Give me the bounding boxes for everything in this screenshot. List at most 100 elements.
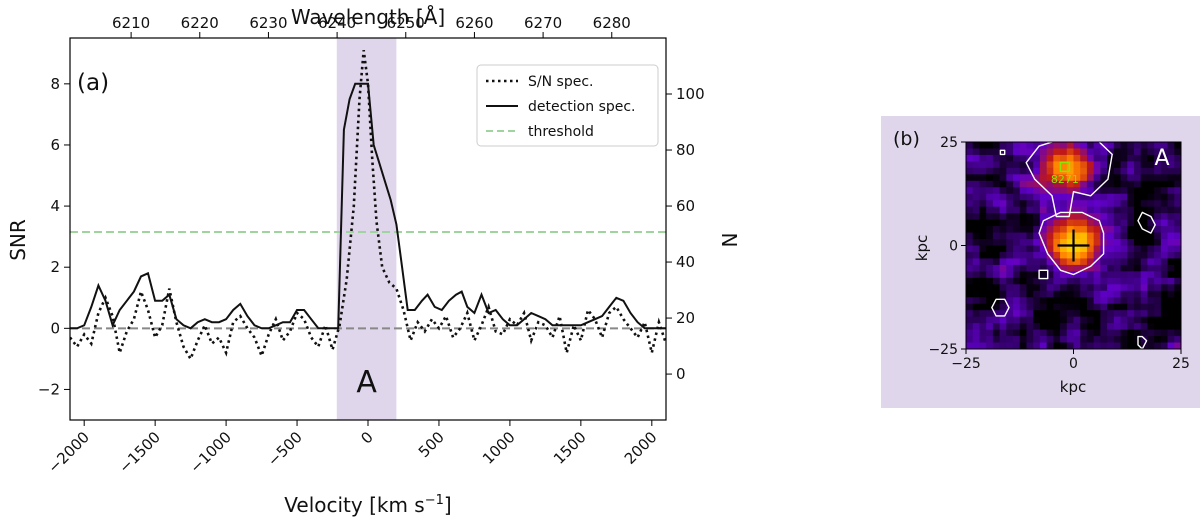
heatmap-cell	[1060, 316, 1068, 324]
heatmap-cell	[966, 258, 974, 266]
heatmap-cell	[1053, 161, 1061, 169]
heatmap-cell	[1147, 193, 1155, 201]
heatmap-cell	[979, 232, 987, 240]
heatmap-cell	[1093, 264, 1101, 272]
heatmap-cell	[979, 239, 987, 247]
heatmap-cell	[1033, 251, 1041, 260]
heatmap-cell	[1140, 271, 1149, 279]
heatmap-cell	[1113, 316, 1122, 324]
contour-line	[1137, 211, 1156, 234]
heatmap-cell	[1167, 329, 1175, 337]
shaded-region-label: A	[356, 365, 377, 400]
heatmap-cell	[972, 303, 981, 311]
heatmap-cell	[1053, 251, 1061, 260]
heatmap-cell	[966, 303, 974, 311]
heatmap-cell	[1080, 187, 1088, 195]
heatmap-cell	[979, 148, 987, 156]
heatmap-cell	[1127, 193, 1135, 201]
heatmap-cell	[1113, 297, 1122, 305]
heatmap-cell	[1160, 316, 1169, 324]
heatmap-cell	[972, 251, 981, 260]
heatmap-cell	[972, 180, 981, 188]
heatmap-cell	[1019, 329, 1028, 337]
heatmap-cell	[1174, 167, 1181, 175]
heatmap-cell	[1113, 323, 1122, 331]
heatmap-cell	[1073, 232, 1081, 240]
x-tick-label: 1000	[479, 428, 519, 468]
heatmap-cell	[1113, 187, 1122, 195]
top-tick-label: 6280	[593, 14, 631, 32]
heatmap-cell	[1093, 329, 1101, 337]
heatmap-cell	[1140, 200, 1149, 208]
heatmap-cell	[1080, 329, 1088, 337]
heatmap-cell	[1093, 167, 1101, 175]
heatmap-cell	[1167, 316, 1175, 324]
heatmap-cell	[1066, 154, 1075, 163]
heatmap-cell	[1107, 226, 1115, 234]
heatmap-cell	[1120, 174, 1128, 182]
heatmap-cell	[1026, 219, 1034, 227]
heatmap-cell	[1107, 239, 1115, 247]
heatmap-cell	[1167, 323, 1175, 331]
heatmap-cell	[1053, 316, 1061, 324]
heatmap-cell	[1093, 277, 1101, 285]
heatmap-cell	[1120, 193, 1128, 201]
heatmap-cell	[1066, 161, 1075, 169]
heatmap-cell	[1080, 323, 1088, 331]
heatmap-cell	[1167, 245, 1175, 253]
heatmap-cell	[1039, 187, 1048, 195]
heatmap-cell	[1006, 187, 1014, 195]
heatmap-cell	[999, 154, 1007, 163]
heatmap-cell	[1086, 297, 1095, 305]
heatmap-cell	[1013, 154, 1021, 163]
heatmap-cell	[1107, 297, 1115, 305]
heatmap-cell	[979, 161, 987, 169]
heatmap-cell	[972, 342, 981, 349]
heatmap-cell	[1154, 148, 1162, 156]
heatmap-cell	[1133, 148, 1142, 156]
heatmap-cell	[1120, 148, 1128, 156]
heatmap-cell	[1100, 180, 1108, 188]
heatmap-cell	[1013, 329, 1021, 337]
heatmap-cell	[986, 187, 994, 195]
heatmap-cell	[1160, 193, 1169, 201]
heatmap-cell	[992, 277, 1001, 285]
heatmap-cell	[1080, 180, 1088, 188]
heatmap-cell	[1066, 342, 1075, 349]
heatmap-cell	[1127, 167, 1135, 175]
heatmap-cell	[1019, 226, 1028, 234]
heatmap-cell	[1073, 290, 1081, 298]
heatmap-cell	[1120, 303, 1128, 311]
heatmap-cell	[1093, 316, 1101, 324]
heatmap-cell	[1086, 258, 1095, 266]
heatmap-cell	[1167, 258, 1175, 266]
heatmap-cell	[999, 193, 1007, 201]
heatmap-cell	[1066, 251, 1075, 260]
heatmap-cell	[1013, 284, 1021, 292]
heatmap-cell	[1046, 239, 1054, 247]
heatmap-cell	[1147, 148, 1155, 156]
heatmap-cell	[1127, 219, 1135, 227]
heatmap-cell	[1053, 206, 1061, 214]
heatmap-cell	[972, 329, 981, 337]
heatmap-cell	[1080, 232, 1088, 240]
heatmap-cell	[1120, 161, 1128, 169]
heatmap-cell	[1026, 284, 1034, 292]
heatmap-cell	[1133, 290, 1142, 298]
heatmap-cell	[1006, 161, 1014, 169]
heatmap-cell	[1053, 258, 1061, 266]
object-id-label: 8271	[1051, 173, 1079, 186]
heatmap-cell	[999, 213, 1007, 221]
heatmap-cell	[1086, 290, 1095, 298]
heatmap-cell	[1060, 284, 1068, 292]
heatmap-cell	[1140, 167, 1149, 175]
heatmap-cell	[1073, 180, 1081, 188]
heatmap-cell	[1127, 271, 1135, 279]
heatmap-cell	[1053, 297, 1061, 305]
heatmap-cell	[1174, 142, 1181, 150]
heatmap-cell	[1060, 342, 1068, 349]
heatmap-cell	[1019, 342, 1028, 349]
heatmap-cell	[1167, 154, 1175, 163]
heatmap-cell	[979, 264, 987, 272]
series-detection-spec	[70, 82, 666, 330]
